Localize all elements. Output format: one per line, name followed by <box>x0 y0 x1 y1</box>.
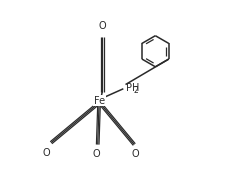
Text: Fe: Fe <box>94 96 105 106</box>
Text: PH: PH <box>126 83 139 93</box>
Text: O: O <box>98 21 106 31</box>
Text: 2: 2 <box>133 85 138 95</box>
Text: O: O <box>93 149 101 159</box>
Text: O: O <box>43 148 50 158</box>
Text: O: O <box>131 149 139 159</box>
